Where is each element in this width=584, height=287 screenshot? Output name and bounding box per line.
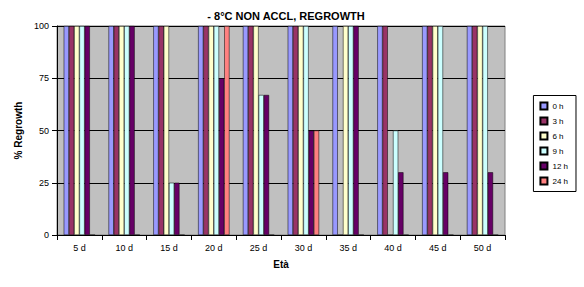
svg-text:25: 25 — [39, 178, 49, 188]
svg-text:15 d: 15 d — [160, 243, 178, 253]
svg-text:9 h: 9 h — [552, 147, 563, 156]
svg-text:0: 0 — [44, 230, 49, 240]
svg-text:3 h: 3 h — [552, 117, 563, 126]
svg-text:12 h: 12 h — [552, 162, 568, 171]
svg-text:0 h: 0 h — [552, 102, 563, 111]
svg-text:10 d: 10 d — [115, 243, 133, 253]
svg-text:% Regrowth: % Regrowth — [13, 102, 24, 160]
svg-text:30 d: 30 d — [295, 243, 313, 253]
svg-text:50 d: 50 d — [474, 243, 492, 253]
svg-text:- 8°C NON ACCL, REGROWTH: - 8°C NON ACCL, REGROWTH — [207, 10, 364, 22]
svg-text:24 h: 24 h — [552, 177, 568, 186]
svg-text:45 d: 45 d — [429, 243, 447, 253]
svg-text:40 d: 40 d — [384, 243, 402, 253]
svg-text:5 d: 5 d — [73, 243, 86, 253]
svg-text:50: 50 — [39, 126, 49, 136]
svg-text:75: 75 — [39, 73, 49, 83]
svg-text:6 h: 6 h — [552, 132, 563, 141]
svg-text:100: 100 — [34, 21, 49, 31]
svg-text:35 d: 35 d — [339, 243, 357, 253]
svg-text:20 d: 20 d — [205, 243, 223, 253]
svg-text:Età: Età — [273, 259, 289, 270]
svg-text:25 d: 25 d — [250, 243, 268, 253]
